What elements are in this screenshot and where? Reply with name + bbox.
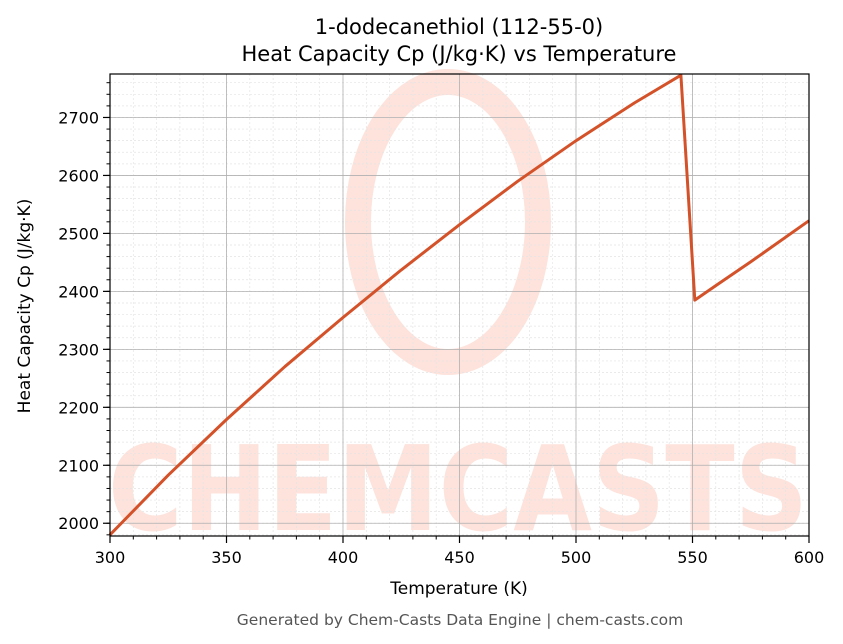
y-tick-label: 2500 — [58, 224, 99, 243]
x-tick-labels: 300 350 400 450 500 550 600 — [95, 548, 825, 567]
chart-title-line1: 1-dodecanethiol (112-55-0) — [315, 15, 603, 39]
y-tick-labels: 2000 2100 2200 2300 2400 2500 2600 2700 — [58, 108, 99, 533]
footer-credit: Generated by Chem-Casts Data Engine | ch… — [237, 611, 683, 629]
chemcasts-watermark: CHEMCASTS — [108, 69, 808, 558]
series-group — [108, 73, 810, 536]
y-tick-label: 2400 — [58, 282, 99, 301]
heat-capacity-line — [108, 73, 810, 536]
y-tick-label: 2200 — [58, 398, 99, 417]
x-tick-label: 600 — [794, 548, 825, 567]
x-tick-label: 300 — [95, 548, 126, 567]
y-tick-label: 2100 — [58, 456, 99, 475]
x-tick-label: 500 — [561, 548, 592, 567]
y-tick-label: 2600 — [58, 166, 99, 185]
chart-title-line2: Heat Capacity Cp (J/kg·K) vs Temperature — [242, 42, 677, 66]
axis-ticks — [103, 82, 810, 543]
x-tick-label: 450 — [444, 548, 475, 567]
y-tick-label: 2700 — [58, 108, 99, 127]
x-tick-label: 550 — [677, 548, 708, 567]
x-tick-label: 400 — [328, 548, 359, 567]
x-tick-label: 350 — [211, 548, 242, 567]
x-axis-label: Temperature (K) — [389, 579, 528, 599]
y-tick-label: 2000 — [58, 514, 99, 533]
watermark-text: CHEMCASTS — [108, 420, 808, 558]
y-tick-label: 2300 — [58, 340, 99, 359]
y-axis-label: Heat Capacity Cp (J/kg·K) — [15, 199, 35, 414]
